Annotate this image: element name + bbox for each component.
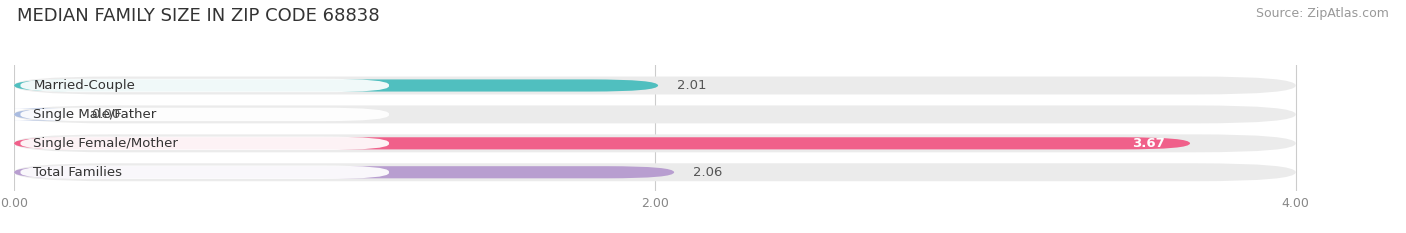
- FancyBboxPatch shape: [14, 134, 1296, 152]
- Text: Total Families: Total Families: [34, 166, 122, 179]
- Text: MEDIAN FAMILY SIZE IN ZIP CODE 68838: MEDIAN FAMILY SIZE IN ZIP CODE 68838: [17, 7, 380, 25]
- FancyBboxPatch shape: [14, 166, 673, 178]
- Text: 2.06: 2.06: [693, 166, 723, 179]
- FancyBboxPatch shape: [14, 79, 658, 92]
- Text: 0.00: 0.00: [91, 108, 121, 121]
- FancyBboxPatch shape: [21, 108, 389, 121]
- FancyBboxPatch shape: [21, 79, 389, 92]
- FancyBboxPatch shape: [14, 76, 1296, 94]
- FancyBboxPatch shape: [14, 137, 1189, 149]
- FancyBboxPatch shape: [14, 106, 1296, 123]
- Text: 3.67: 3.67: [1132, 137, 1164, 150]
- FancyBboxPatch shape: [14, 163, 1296, 181]
- Text: Single Female/Mother: Single Female/Mother: [34, 137, 179, 150]
- FancyBboxPatch shape: [21, 137, 389, 150]
- FancyBboxPatch shape: [21, 165, 389, 179]
- FancyBboxPatch shape: [4, 108, 82, 120]
- Text: Single Male/Father: Single Male/Father: [34, 108, 156, 121]
- Text: Married-Couple: Married-Couple: [34, 79, 135, 92]
- Text: Source: ZipAtlas.com: Source: ZipAtlas.com: [1256, 7, 1389, 20]
- Text: 2.01: 2.01: [678, 79, 707, 92]
